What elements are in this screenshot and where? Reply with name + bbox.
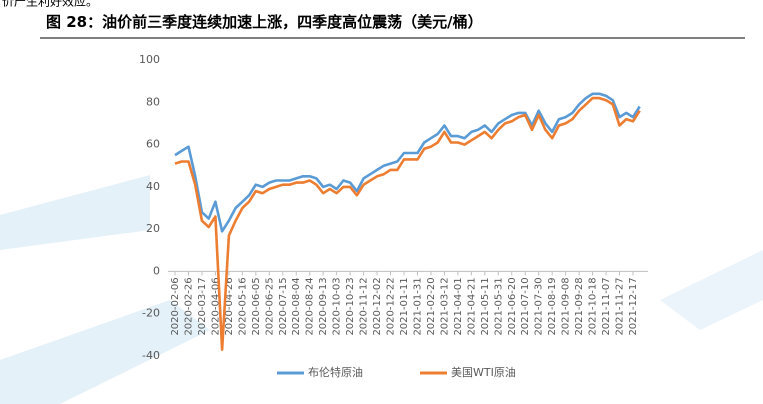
watermark: [660, 250, 763, 330]
x-tick-label: 2021-09-28: [574, 277, 585, 335]
x-tick-label: 2020-04-26: [224, 277, 235, 335]
watermark: [0, 300, 210, 404]
x-tick-label: 2021-04-01: [453, 277, 464, 335]
x-tick-label: 2021-01-31: [412, 277, 423, 335]
watermark: [0, 175, 150, 250]
legend-label: 布伦特原油: [308, 365, 363, 379]
x-tick-label: 2020-03-17: [197, 277, 208, 335]
y-tick-label: 80: [146, 95, 160, 108]
x-tick-label: 2020-10-23: [345, 277, 356, 335]
x-tick-label: 2021-05-31: [493, 277, 504, 335]
x-tick-label: 2020-02-06: [170, 277, 181, 335]
y-tick-label: 40: [146, 180, 160, 193]
y-tick-label: 20: [146, 222, 160, 235]
x-tick-label: 2020-12-22: [386, 277, 397, 335]
x-tick-label: 2021-11-07: [601, 277, 612, 335]
x-tick-label: 2021-08-19: [547, 277, 558, 335]
x-tick-label: 2021-03-12: [439, 277, 450, 335]
x-tick-label: 2020-05-16: [237, 277, 248, 335]
y-tick-label: 100: [139, 53, 160, 66]
x-tick-label: 2020-07-15: [278, 277, 289, 335]
x-tick-label: 2021-07-30: [534, 277, 545, 335]
x-tick-label: 2020-12-02: [372, 277, 383, 335]
y-tick-label: 60: [146, 138, 160, 151]
x-tick-label: 2021-12-17: [628, 277, 639, 335]
x-tick-label: 2021-10-18: [588, 277, 599, 335]
x-tick-label: 2021-07-10: [520, 277, 531, 335]
x-tick-label: 2020-10-03: [332, 277, 343, 335]
x-tick-label: 2021-04-21: [466, 277, 477, 335]
x-tick-label: 2020-06-25: [264, 277, 275, 335]
chart-title: 图 28：油价前三季度连续加速上涨，四季度高位震荡（美元/桶）: [46, 13, 483, 31]
line-series: [174, 92, 641, 233]
legend-label: 美国WTI原油: [451, 365, 516, 379]
y-tick-label: -20: [142, 307, 160, 320]
x-tick-label: 2021-11-27: [615, 277, 626, 335]
x-tick-label: 2021-01-11: [399, 277, 410, 335]
x-tick-label: 2020-11-12: [359, 277, 370, 335]
y-tick-label: 0: [153, 264, 160, 277]
x-tick-label: 2020-08-24: [305, 277, 316, 335]
x-tick-label: 2020-04-06: [210, 277, 221, 335]
x-tick-label: 2020-09-13: [318, 277, 329, 335]
y-tick-label: -40: [142, 349, 160, 362]
x-tick-label: 2021-06-20: [507, 277, 518, 335]
x-tick-label: 2021-02-20: [426, 277, 437, 335]
x-tick-label: 2021-05-11: [480, 277, 491, 335]
x-tick-label: 2021-09-08: [561, 277, 572, 335]
line-series: [174, 96, 641, 351]
x-tick-label: 2020-06-05: [251, 277, 262, 335]
x-tick-label: 2020-02-26: [183, 277, 194, 335]
x-tick-label: 2020-08-04: [291, 277, 302, 335]
top-text: 价产生利好效应。: [2, 0, 98, 9]
